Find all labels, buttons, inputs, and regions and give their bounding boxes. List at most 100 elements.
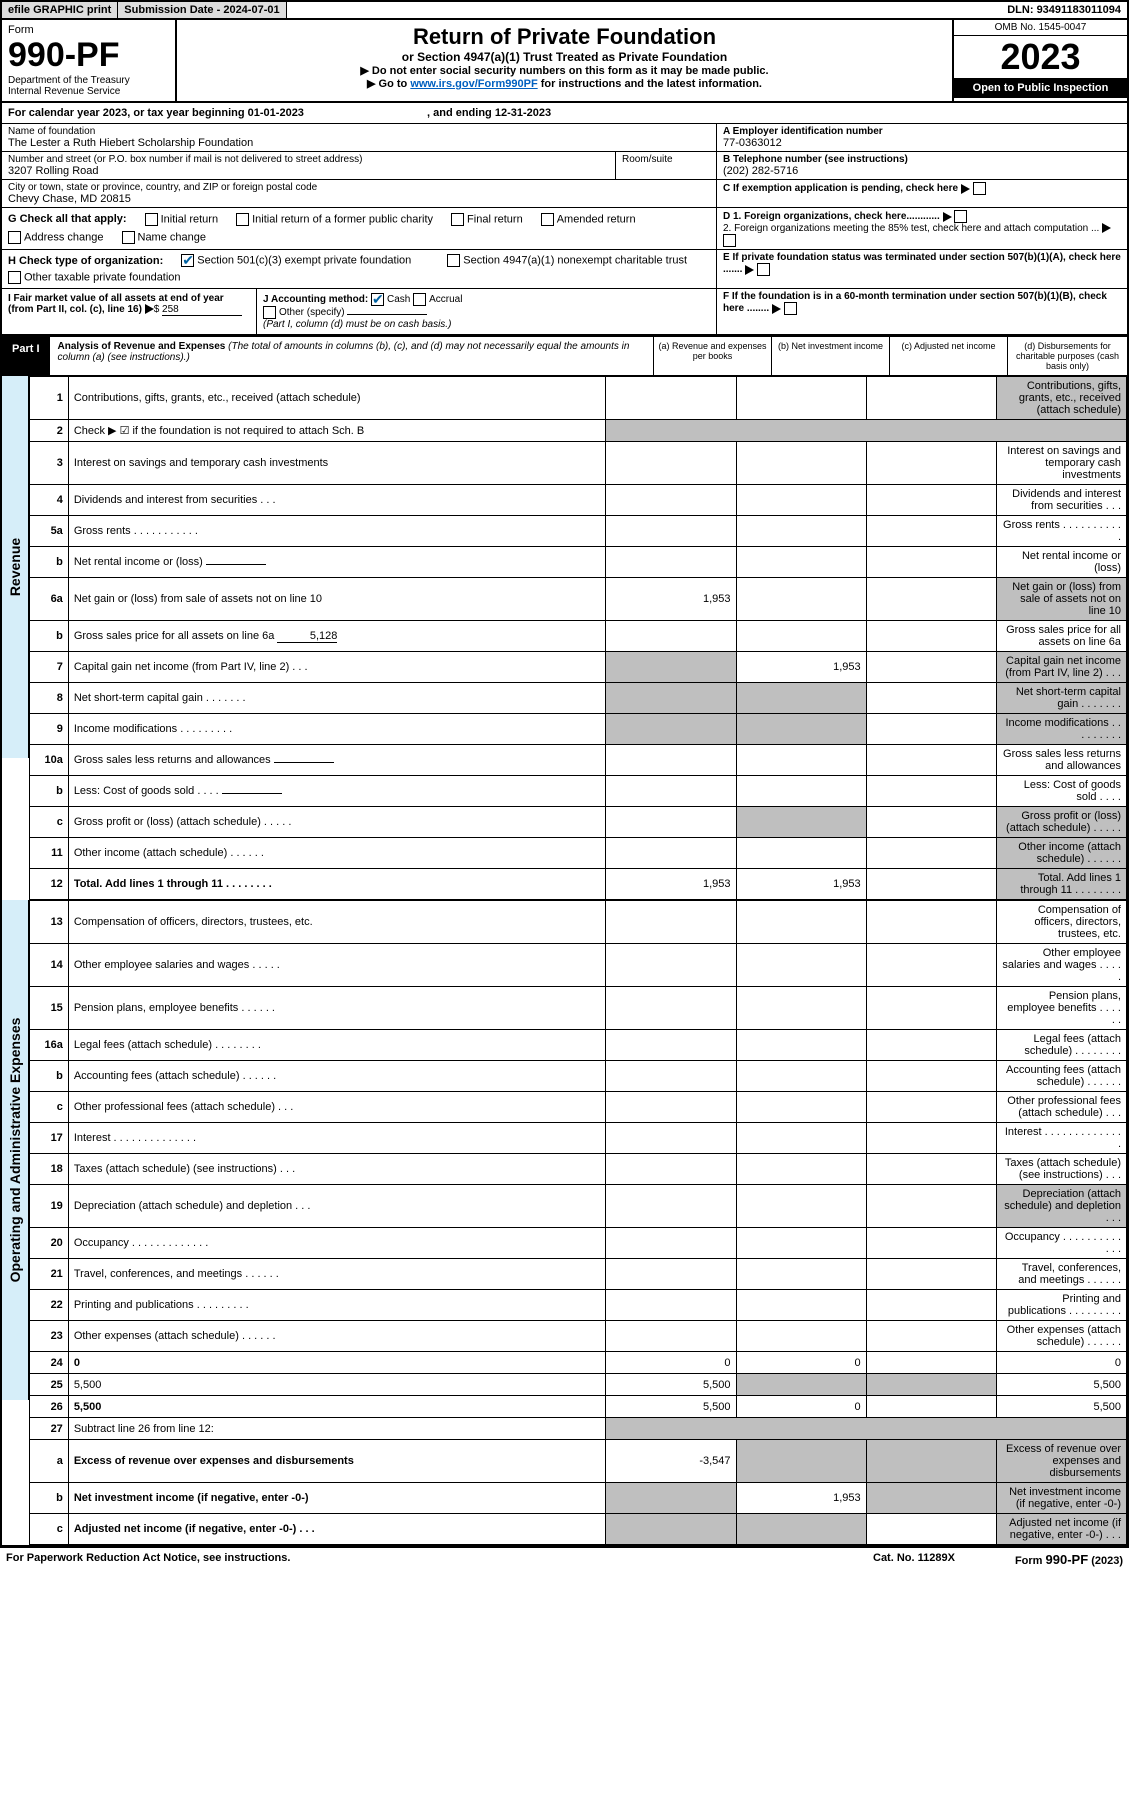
j-other: Other (specify): [279, 307, 345, 318]
row-num: c: [30, 807, 68, 838]
row-num: a: [30, 1440, 68, 1483]
cal-end: 12-31-2023: [495, 107, 551, 119]
expenses-section: Operating and Administrative Expenses 13…: [2, 900, 1127, 1545]
open-inspection: Open to Public Inspection: [954, 78, 1127, 98]
cb-501c3[interactable]: [181, 254, 194, 267]
cell-d: Other professional fees (attach schedule…: [996, 1092, 1126, 1123]
arrow-icon: [1102, 223, 1111, 233]
row-num: 21: [30, 1259, 68, 1290]
row-desc: Travel, conferences, and meetings . . . …: [68, 1259, 606, 1290]
row-desc: Gross sales price for all assets on line…: [68, 621, 606, 652]
cell-b: [736, 714, 866, 745]
cb-4947a1[interactable]: [447, 254, 460, 267]
form-container: efile GRAPHIC print Submission Date - 20…: [0, 0, 1129, 1547]
g-opt3: Amended return: [557, 213, 636, 225]
cb-accrual[interactable]: [413, 293, 426, 306]
cell-d: Gross sales price for all assets on line…: [996, 621, 1126, 652]
cell-b: [736, 516, 866, 547]
cell-d: Dividends and interest from securities .…: [996, 485, 1126, 516]
cell-a: [606, 745, 736, 776]
ein-block: A Employer identification number 77-0363…: [717, 124, 1127, 151]
cb-d1[interactable]: [954, 210, 967, 223]
cell-c: [866, 1185, 996, 1228]
cb-other-method[interactable]: [263, 306, 276, 319]
row-desc: Other income (attach schedule) . . . . .…: [68, 838, 606, 869]
cell-a: [606, 1290, 736, 1321]
col-c: (c) Adjusted net income: [889, 337, 1007, 375]
j-label: J Accounting method:: [263, 294, 368, 305]
row-desc: Less: Cost of goods sold . . . .: [68, 776, 606, 807]
cell-a: [606, 377, 736, 420]
dln: DLN: 93491183011094: [1001, 2, 1127, 18]
irs-link[interactable]: www.irs.gov/Form990PF: [410, 78, 537, 90]
cell-c: [866, 652, 996, 683]
cb-final-return[interactable]: [451, 213, 464, 226]
cell-b: [736, 1440, 866, 1483]
footer-right: Form 990-PF (2023): [1015, 1552, 1123, 1567]
footer-mid: Cat. No. 11289X: [873, 1552, 955, 1567]
cb-f[interactable]: [784, 302, 797, 315]
cell-c: [866, 1290, 996, 1321]
cell-c: [866, 901, 996, 944]
cell-c: [866, 1154, 996, 1185]
cell-c: [866, 1396, 996, 1418]
row-num: 7: [30, 652, 68, 683]
row-desc: Pension plans, employee benefits . . . .…: [68, 987, 606, 1030]
cell-c: [866, 1228, 996, 1259]
row-desc: Net short-term capital gain . . . . . . …: [68, 683, 606, 714]
cal-pre: For calendar year 2023, or tax year begi…: [8, 107, 248, 119]
cell-d: Other income (attach schedule) . . . . .…: [996, 838, 1126, 869]
cell-b: [736, 745, 866, 776]
phone-block: B Telephone number (see instructions) (2…: [717, 152, 1127, 179]
cb-initial-return[interactable]: [145, 213, 158, 226]
cb-e[interactable]: [757, 263, 770, 276]
cell-c: [866, 1123, 996, 1154]
c-checkbox[interactable]: [973, 182, 986, 195]
row-num: 15: [30, 987, 68, 1030]
cb-cash[interactable]: [371, 293, 384, 306]
cell-a: [606, 901, 736, 944]
cell-b: [736, 901, 866, 944]
cell-a: [606, 516, 736, 547]
table-row: 10aGross sales less returns and allowanc…: [30, 745, 1127, 776]
cell-c: [866, 1440, 996, 1483]
cell-c: [866, 621, 996, 652]
cell-c: [866, 683, 996, 714]
cell-d: Capital gain net income (from Part IV, l…: [996, 652, 1126, 683]
cell-b: [736, 1228, 866, 1259]
table-row: 12Total. Add lines 1 through 11 . . . . …: [30, 869, 1127, 900]
side-revenue-label: Revenue: [7, 538, 23, 596]
row-desc: Net investment income (if negative, ente…: [68, 1483, 606, 1514]
row-desc: Check ▶ ☑ if the foundation is not requi…: [68, 420, 606, 442]
footer: For Paperwork Reduction Act Notice, see …: [0, 1547, 1129, 1571]
cb-initial-former[interactable]: [236, 213, 249, 226]
cb-amended[interactable]: [541, 213, 554, 226]
row-num: c: [30, 1514, 68, 1545]
cell-d: 5,500: [996, 1396, 1126, 1418]
row-desc: Depreciation (attach schedule) and deple…: [68, 1185, 606, 1228]
addr-val: 3207 Rolling Road: [8, 165, 609, 177]
cb-d2[interactable]: [723, 234, 736, 247]
h-opt3: Other taxable private foundation: [24, 271, 181, 283]
expenses-table: 13Compensation of officers, directors, t…: [29, 900, 1127, 1545]
cb-addr-change[interactable]: [8, 231, 21, 244]
row-desc: Taxes (attach schedule) (see instruction…: [68, 1154, 606, 1185]
cell-b: 0: [736, 1352, 866, 1374]
cell-a: [606, 807, 736, 838]
c-block: C If exemption application is pending, c…: [717, 180, 1127, 207]
cb-other-taxable[interactable]: [8, 271, 21, 284]
cb-name-change[interactable]: [122, 231, 135, 244]
cell-c: [866, 547, 996, 578]
cell-b: [736, 838, 866, 869]
cell-d: Contributions, gifts, grants, etc., rece…: [996, 377, 1126, 420]
table-row: 2Check ▶ ☑ if the foundation is not requ…: [30, 420, 1127, 442]
table-row: 5aGross rents . . . . . . . . . . .Gross…: [30, 516, 1127, 547]
g-opt1: Initial return of a former public charit…: [252, 213, 433, 225]
table-row: 9Income modifications . . . . . . . . .I…: [30, 714, 1127, 745]
row-desc: Dividends and interest from securities .…: [68, 485, 606, 516]
cell-b: [736, 442, 866, 485]
form-dept1: Department of the Treasury: [8, 75, 169, 86]
row-desc: Gross rents . . . . . . . . . . .: [68, 516, 606, 547]
cell-b: [736, 987, 866, 1030]
efile-btn[interactable]: efile GRAPHIC print: [2, 2, 118, 18]
